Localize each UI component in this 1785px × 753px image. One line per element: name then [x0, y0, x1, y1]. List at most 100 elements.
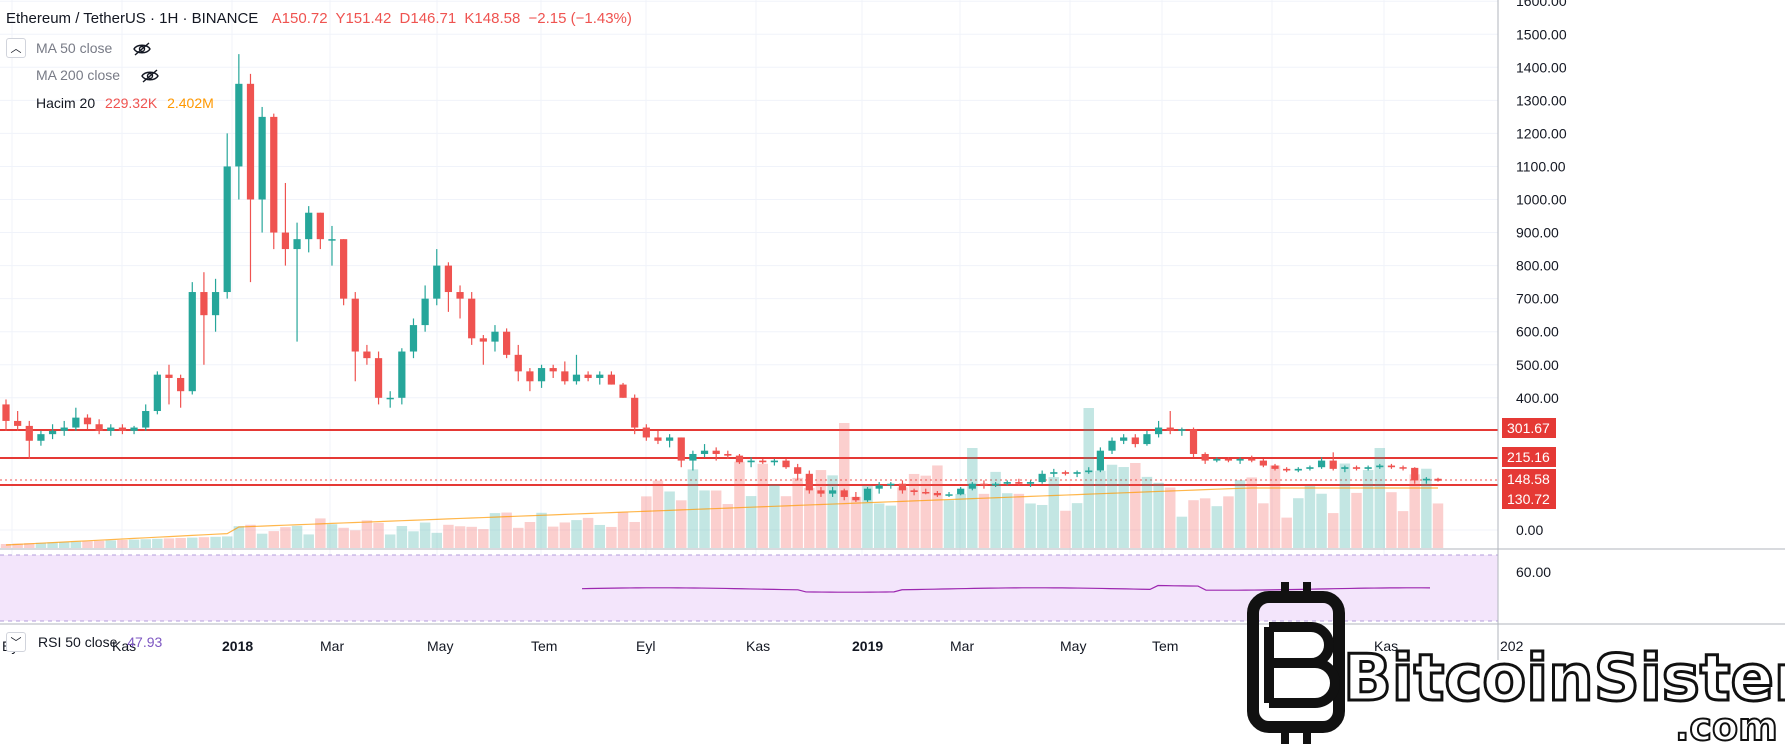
- volume-bar: [978, 493, 990, 548]
- rsi-legend[interactable]: RSI 50 close 47.93: [38, 634, 168, 650]
- volume-bar: [1304, 485, 1316, 548]
- volume-bar: [280, 527, 291, 548]
- volume-bar: [478, 529, 489, 548]
- candle-body: [572, 374, 581, 382]
- volume-bar: [745, 496, 757, 548]
- candle-body: [316, 212, 324, 240]
- time-tick-label: Kas: [112, 638, 136, 654]
- candle-body: [735, 455, 744, 463]
- volume-bar: [373, 522, 384, 548]
- volume-bar: [1141, 476, 1153, 548]
- candle-body: [60, 427, 68, 431]
- volume-bar: [443, 524, 454, 548]
- candle-body: [514, 354, 522, 372]
- volume-bar: [128, 539, 140, 548]
- level-label: 130.72: [1507, 491, 1550, 507]
- candle-body: [107, 427, 115, 431]
- candle-body: [991, 483, 1000, 486]
- volume-bar: [1164, 487, 1176, 548]
- candle-body: [677, 437, 685, 461]
- candle-body: [1294, 468, 1302, 471]
- volume-bar: [1374, 448, 1386, 548]
- candle-body: [537, 368, 546, 382]
- volume-bar: [513, 527, 524, 548]
- eye-off-icon[interactable]: [140, 68, 160, 84]
- volume-ma-line: [5, 487, 1438, 546]
- candle-body: [293, 239, 301, 250]
- indicator-label: MA 50 close: [36, 40, 113, 56]
- symbol-title[interactable]: Ethereum / TetherUS · 1H · BINANCE: [6, 10, 259, 27]
- volume-bar: [315, 518, 326, 548]
- volume-bar: [815, 470, 827, 548]
- volume-bar: [105, 540, 117, 548]
- price-tick-label: 800.00: [1516, 258, 1559, 274]
- price-tick-label: 1000.00: [1516, 192, 1567, 208]
- volume-bar: [594, 524, 605, 548]
- candle-body: [584, 374, 592, 378]
- indicator-ma200[interactable]: MA 200 close: [6, 67, 160, 84]
- watermark-suffix: .com: [1675, 705, 1778, 749]
- candle-body: [957, 488, 965, 495]
- bitcoin-logo-icon: [1247, 582, 1345, 744]
- volume-bar: [291, 525, 303, 548]
- volume-bar: [501, 512, 512, 548]
- candle-body: [1050, 472, 1058, 474]
- candle-body: [596, 374, 604, 378]
- volume-bar: [1421, 468, 1432, 548]
- volume-bar: [466, 526, 477, 548]
- price-tick-label: 1200.00: [1516, 125, 1567, 141]
- time-tick-label: May: [1060, 638, 1086, 654]
- candle-body: [1399, 467, 1407, 469]
- indicator-ma50[interactable]: MA 50 close: [6, 40, 152, 57]
- volume-bar: [862, 485, 873, 548]
- volume-bar: [396, 526, 408, 548]
- volume-bar: [582, 517, 594, 548]
- volume-bar: [12, 543, 23, 548]
- candle-body: [479, 338, 487, 342]
- collapse-legend-button[interactable]: ︿: [6, 38, 26, 58]
- indicator-label: MA 200 close: [36, 67, 121, 83]
- candle-body: [1131, 437, 1139, 445]
- candle-body: [246, 83, 255, 200]
- candle-body: [1189, 429, 1198, 454]
- candle-body: [409, 325, 418, 352]
- rsi-value: 47.93: [127, 634, 163, 650]
- candle-body: [1317, 460, 1326, 468]
- volume-bar: [489, 513, 501, 548]
- volume-bar: [687, 469, 699, 548]
- candle-body: [1306, 467, 1314, 469]
- volume-bar: [710, 490, 722, 548]
- candle-body: [1387, 465, 1396, 468]
- candle-body: [875, 485, 883, 489]
- candle-body: [922, 491, 930, 494]
- candle-body: [48, 430, 57, 435]
- collapse-rsi-button[interactable]: ﹀: [6, 632, 26, 652]
- indicator-volume[interactable]: Hacim 20 229.32K 2.402M: [6, 95, 220, 111]
- time-tick-label: Kas: [1374, 638, 1398, 654]
- volume-bar: [559, 522, 571, 548]
- candle-body: [1376, 465, 1384, 468]
- candle-body: [1422, 478, 1430, 481]
- volume-bar: [338, 527, 349, 548]
- support-resistance-lines: [0, 429, 1498, 486]
- eye-off-icon[interactable]: [132, 41, 152, 57]
- price-tick-label: 0.00: [1516, 522, 1543, 538]
- volume-bar: [792, 477, 803, 548]
- candle-body: [1271, 465, 1279, 469]
- candle-body: [421, 298, 429, 326]
- level-label: 148.58: [1507, 471, 1550, 487]
- candle-body: [258, 116, 266, 200]
- volume-bar: [1188, 500, 1199, 548]
- volume-bar: [221, 536, 233, 548]
- candle-body: [281, 232, 290, 250]
- candle-body: [561, 371, 569, 382]
- candle-body: [782, 460, 790, 468]
- rsi-tick-label: 60.00: [1516, 564, 1551, 580]
- chevron-up-icon: ︿: [10, 43, 22, 55]
- rsi-label: RSI 50 close: [38, 634, 118, 650]
- volume-bars: [0, 408, 1444, 548]
- volume-bar: [780, 496, 792, 548]
- volume-bar: [140, 539, 151, 548]
- volume-bar: [629, 521, 640, 548]
